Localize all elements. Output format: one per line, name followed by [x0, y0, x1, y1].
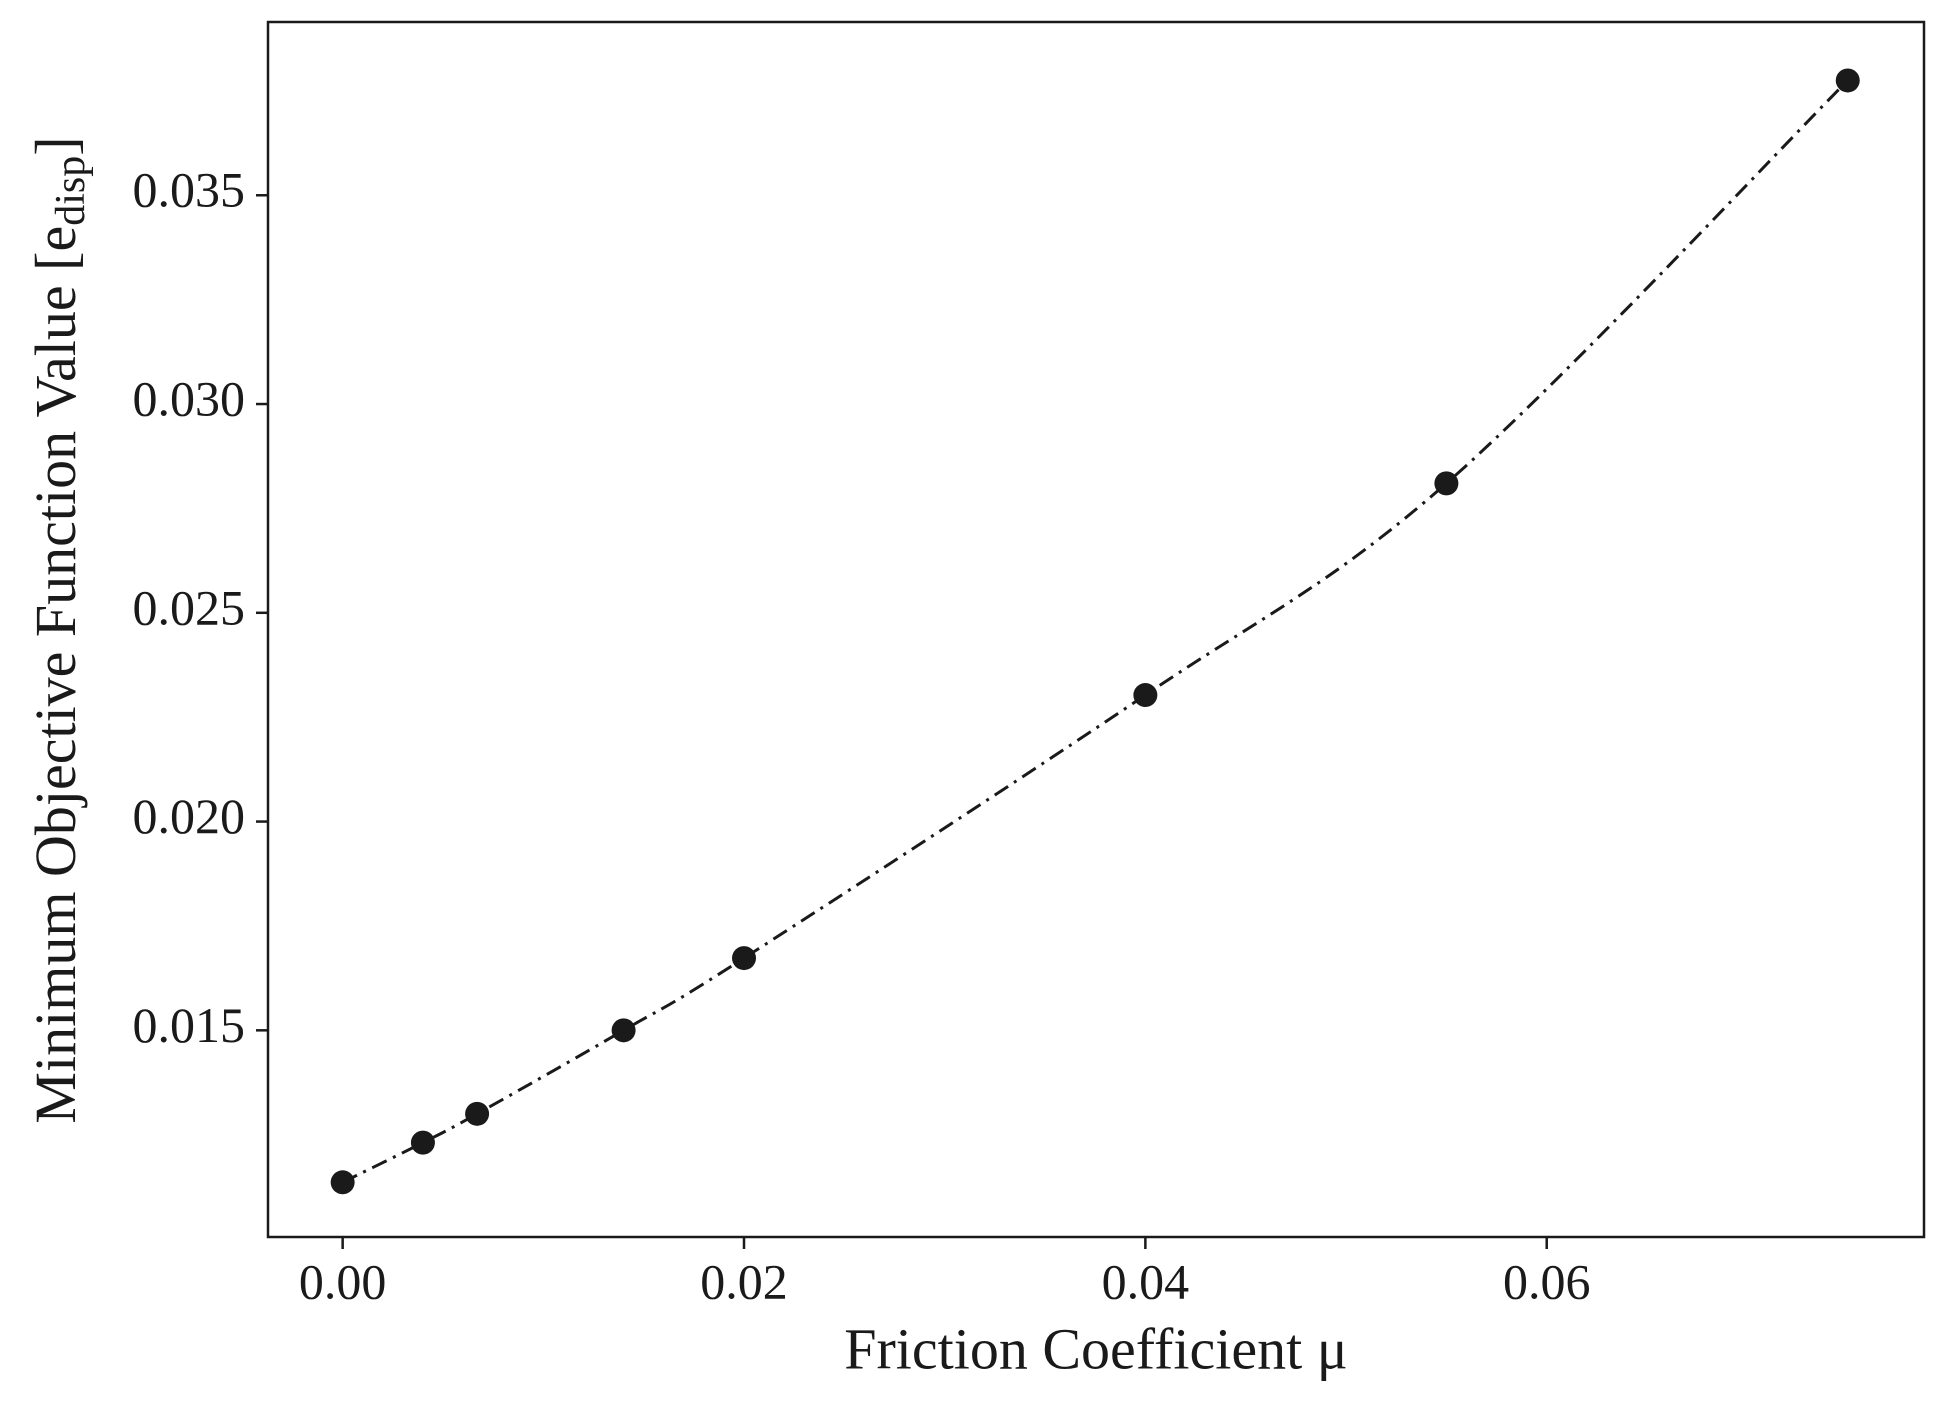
x-tick-label: 0.02 — [700, 1253, 788, 1309]
x-tick-label: 0.04 — [1102, 1253, 1190, 1309]
y-tick-label: 0.015 — [133, 997, 246, 1053]
x-tick-label: 0.00 — [299, 1253, 387, 1309]
y-axis-label: Minimum Objective Function Value [edisp] — [23, 136, 93, 1123]
marker — [330, 1170, 355, 1195]
marker — [465, 1101, 490, 1126]
y-tick-label: 0.035 — [133, 162, 246, 218]
y-tick-label: 0.020 — [133, 788, 246, 844]
y-tick-label: 0.030 — [133, 371, 246, 427]
marker — [1434, 471, 1459, 496]
x-axis-label: Friction Coefficient μ — [844, 1316, 1348, 1381]
marker — [611, 1018, 636, 1043]
x-tick-label: 0.06 — [1503, 1253, 1591, 1309]
marker — [732, 946, 757, 971]
marker — [1133, 683, 1158, 708]
marker — [1835, 68, 1860, 93]
plot-frame — [266, 20, 1926, 1239]
marker — [410, 1130, 435, 1155]
y-label-subscript: disp — [48, 156, 94, 226]
line — [341, 79, 1849, 1184]
y-tick-label: 0.025 — [133, 579, 246, 635]
y-label-suffix: ] — [23, 136, 88, 155]
y-label-text: Minimum Objective Function Value [e — [23, 226, 88, 1124]
